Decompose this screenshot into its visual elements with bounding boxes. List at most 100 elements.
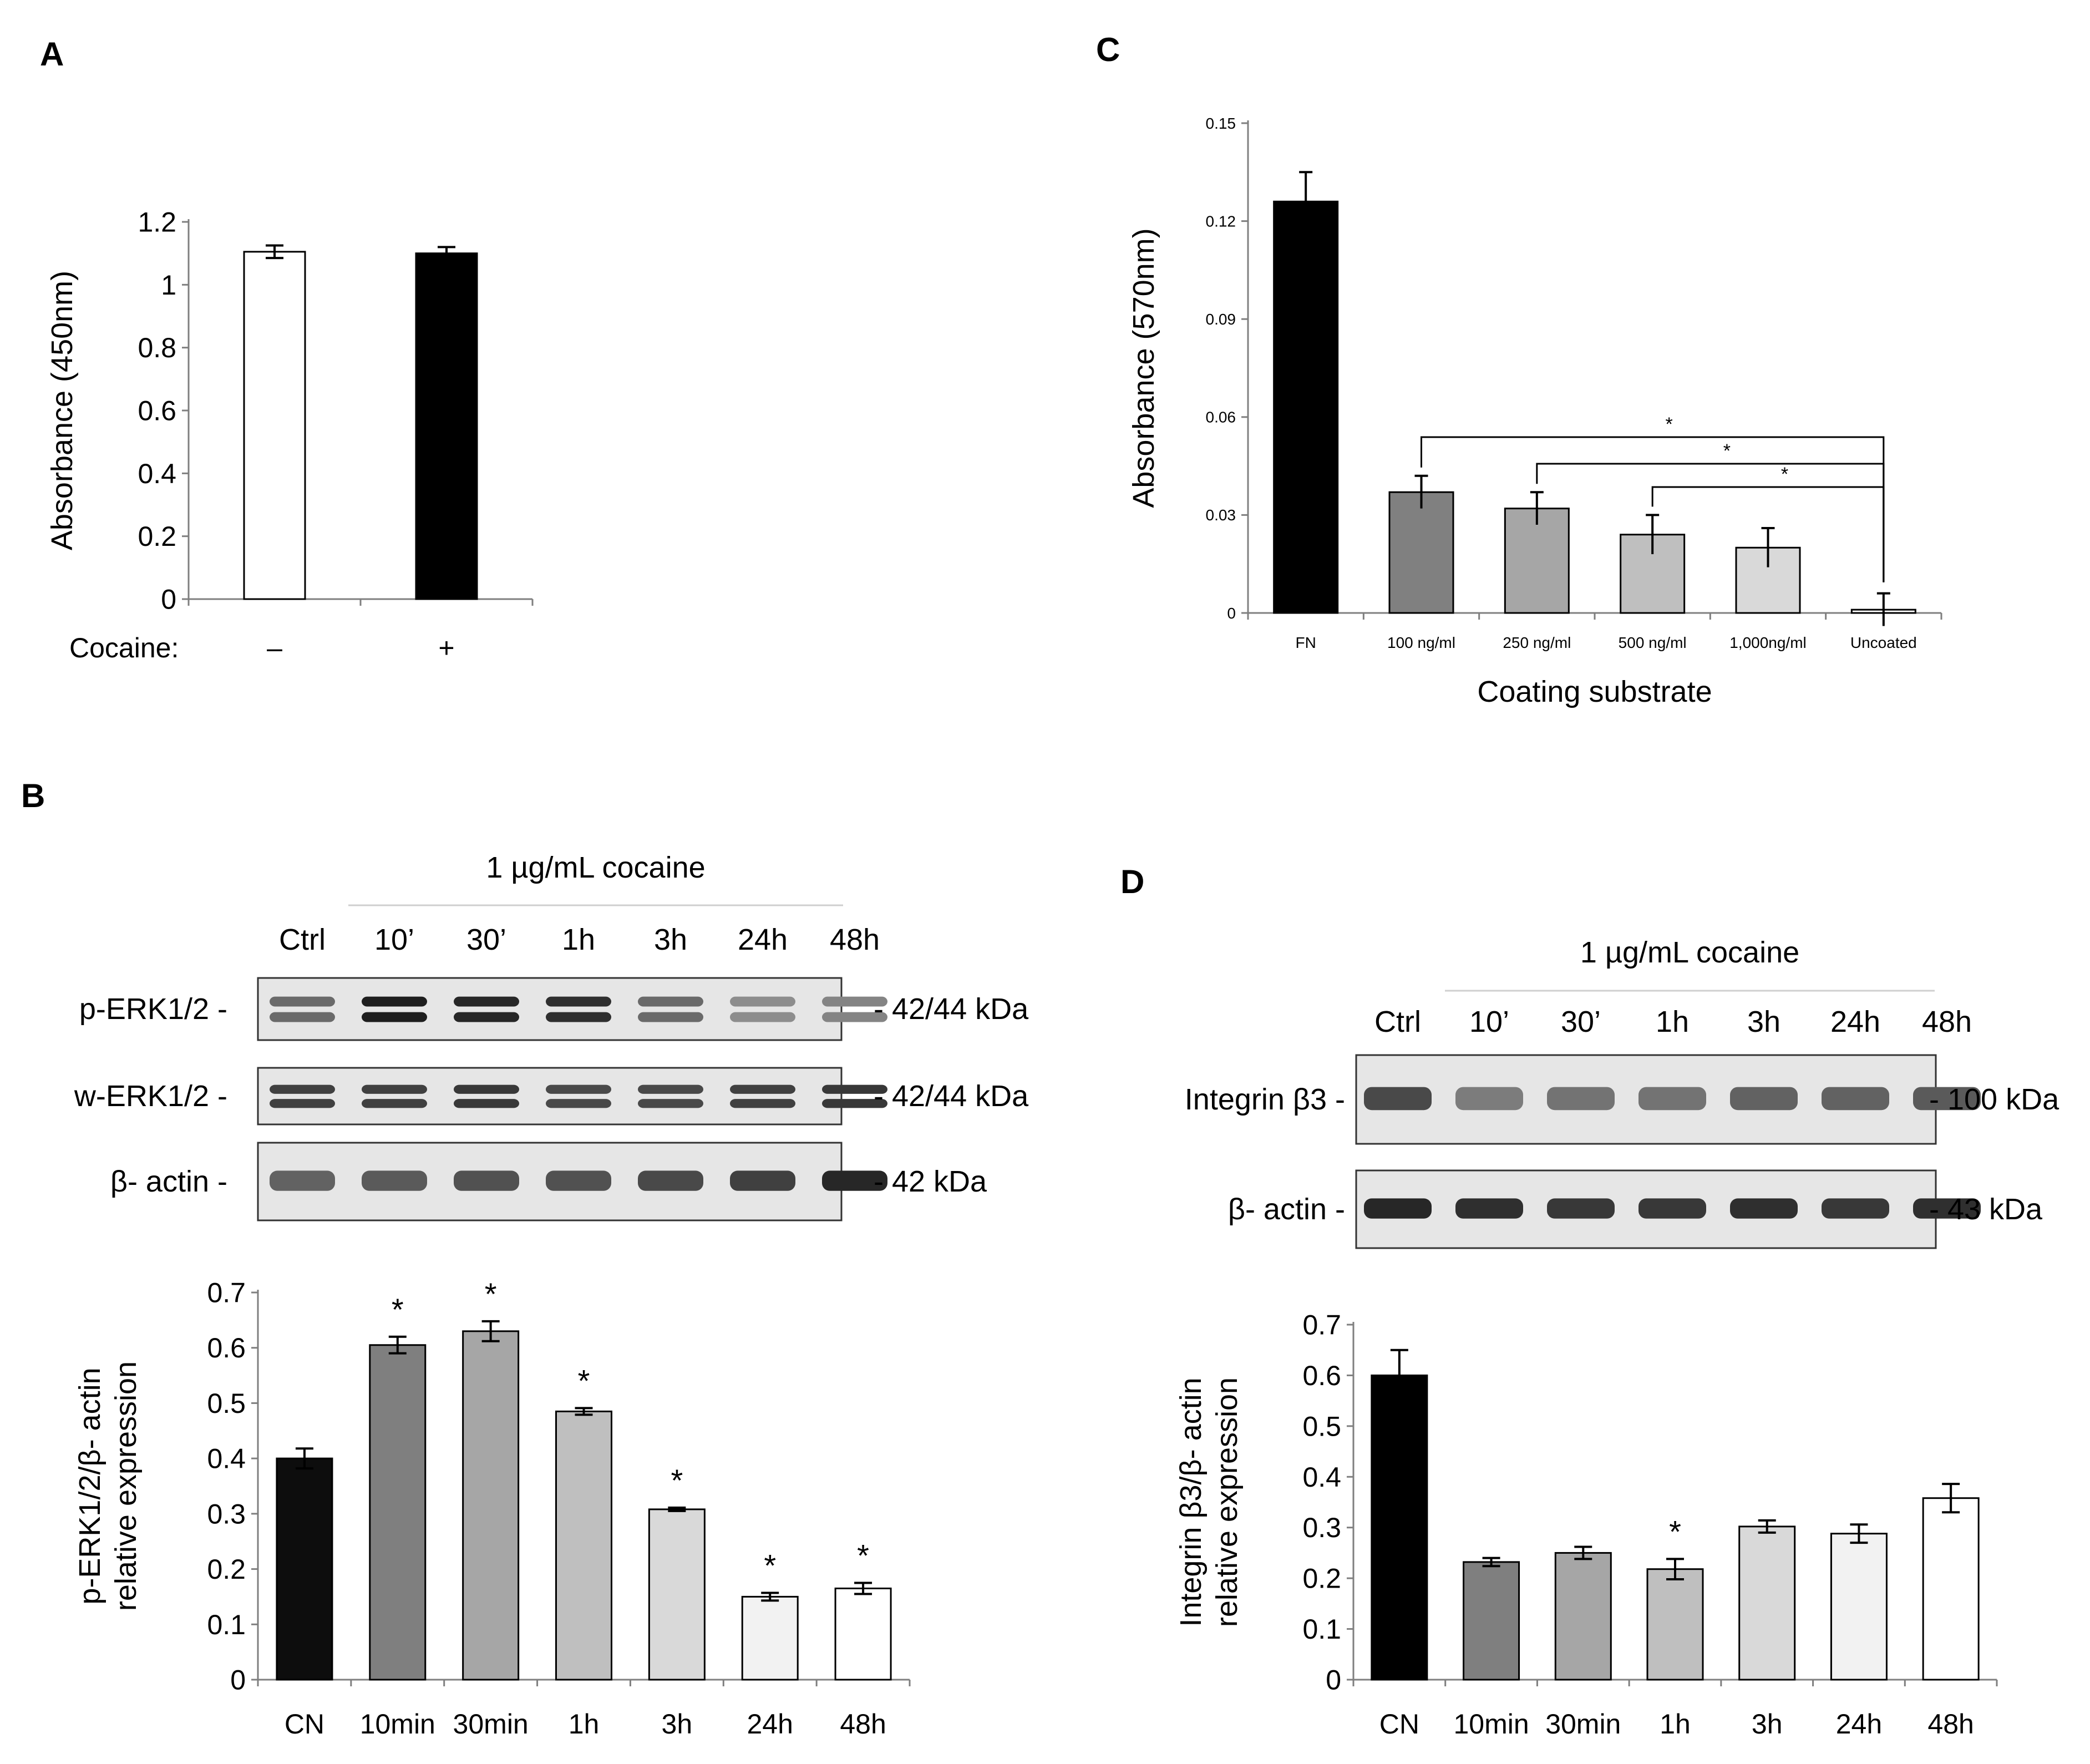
band xyxy=(454,1084,519,1094)
significance-star: * xyxy=(392,1292,404,1327)
significance-star: * xyxy=(485,1276,497,1311)
band xyxy=(270,1012,335,1022)
bar xyxy=(1830,1533,1888,1681)
x-tick-label: 10min xyxy=(360,1709,435,1740)
lane-label: 10’ xyxy=(374,923,414,956)
panel-label-d: D xyxy=(1120,863,1144,900)
treatment-label: 1 µg/mL cocaine xyxy=(1580,936,1799,969)
x-tick-label: FN xyxy=(1296,634,1316,651)
band xyxy=(454,996,519,1007)
x-tick-label: 1h xyxy=(569,1709,600,1740)
band xyxy=(1638,1198,1706,1219)
lane-label: 3h xyxy=(1747,1005,1780,1038)
band xyxy=(1364,1087,1432,1111)
significance-star: * xyxy=(1781,464,1788,485)
bar xyxy=(1554,1552,1612,1681)
y-axis-label: Integrin β3/β- actin xyxy=(1174,1377,1208,1626)
blot-row-label: w-ERK1/2 - xyxy=(74,1079,227,1113)
blot-row-label: Integrin β3 - xyxy=(1185,1083,1345,1116)
x-tick-label: 10min xyxy=(1453,1709,1529,1740)
band xyxy=(546,1170,611,1191)
y-tick-label: 0.5 xyxy=(207,1388,246,1419)
band xyxy=(362,1084,427,1094)
y-tick-label: 0.06 xyxy=(1206,409,1236,426)
y-tick-label: 0.3 xyxy=(207,1498,246,1529)
bar xyxy=(1646,1568,1704,1681)
y-tick-label: 0 xyxy=(161,584,176,615)
band xyxy=(822,1084,887,1094)
x-axis-prefix: Cocaine: xyxy=(69,632,179,663)
panel-label-a: A xyxy=(40,36,64,73)
y-tick-label: 0.4 xyxy=(1302,1462,1341,1493)
band xyxy=(270,996,335,1007)
chart-b: 0 0.1 0.2 0.3 0.4 0.5 0.6 0.7 CN * 10min * 30min * 1h *… xyxy=(73,1276,911,1740)
band xyxy=(546,1099,611,1108)
chart-a: 0 0.2 0.4 0.6 0.8 1 1.2 – + Cocaine: Absorbance (4… xyxy=(45,207,534,663)
band xyxy=(1547,1087,1615,1111)
band xyxy=(822,996,887,1007)
lane-label: 1h xyxy=(1656,1005,1689,1038)
lane-label: 48h xyxy=(1922,1005,1972,1038)
blot-size-label: - 42 kDa xyxy=(874,1165,987,1198)
band xyxy=(730,1099,795,1108)
band xyxy=(1455,1198,1523,1219)
y-tick-label: 0.8 xyxy=(138,332,176,363)
lane-label: Ctrl xyxy=(279,923,326,956)
x-tick-label: 24h xyxy=(747,1709,793,1740)
chart-d: 0 0.1 0.2 0.3 0.4 0.5 0.6 0.7 CN 10min 30min * 1h 3h 2… xyxy=(1174,1310,1998,1740)
blot-b: 1 µg/mL cocaine Ctrl 10’ 30’ 1h 3h 24h 48h p-ERK… xyxy=(74,851,1029,1221)
band xyxy=(362,996,427,1007)
band xyxy=(638,1170,703,1191)
band xyxy=(270,1084,335,1094)
y-tick-label: 0.5 xyxy=(1302,1411,1341,1442)
blot-size-label: - 42/44 kDa xyxy=(874,992,1029,1026)
y-tick-label: 0.15 xyxy=(1206,115,1236,132)
panel-label-b: B xyxy=(21,777,45,814)
x-tick-label: 30min xyxy=(1545,1709,1621,1740)
y-tick-label: 0.4 xyxy=(138,458,176,489)
significance-star: * xyxy=(764,1548,776,1583)
band xyxy=(1638,1087,1706,1111)
band xyxy=(638,996,703,1007)
y-tick-label: 0.09 xyxy=(1206,311,1236,328)
lane-label: 3h xyxy=(654,923,687,956)
band xyxy=(270,1170,335,1191)
y-tick-label: 0.7 xyxy=(1302,1310,1341,1341)
band xyxy=(1822,1198,1889,1219)
y-tick-label: 0.03 xyxy=(1206,506,1236,524)
band xyxy=(1547,1198,1615,1219)
band xyxy=(730,996,795,1007)
y-tick-label: 0.1 xyxy=(207,1609,246,1640)
lane-label: Ctrl xyxy=(1374,1005,1421,1038)
significance-star: * xyxy=(1666,414,1673,435)
bar xyxy=(1273,200,1339,614)
y-axis-label: Absorbance (450nm) xyxy=(45,271,79,550)
y-tick-label: 0.2 xyxy=(138,521,176,552)
significance-bracket xyxy=(1536,463,1885,582)
y-axis-label: relative expression xyxy=(109,1361,143,1611)
band xyxy=(1730,1198,1798,1219)
y-tick-label: 0.6 xyxy=(207,1332,246,1363)
y-tick-label: 1 xyxy=(161,270,176,301)
band xyxy=(1730,1087,1798,1111)
y-tick-label: 0 xyxy=(230,1665,246,1696)
significance-star: * xyxy=(857,1538,869,1573)
y-axis-label: Absorbance (570nm) xyxy=(1127,228,1160,508)
y-tick-label: 0.3 xyxy=(1302,1512,1341,1543)
y-tick-label: 0 xyxy=(1326,1665,1341,1696)
bar xyxy=(1371,1374,1428,1681)
bar xyxy=(276,1457,333,1681)
x-tick-label: 3h xyxy=(1752,1709,1783,1740)
y-tick-label: 1.2 xyxy=(138,207,176,238)
y-tick-label: 0.6 xyxy=(1302,1360,1341,1391)
x-tick-label: 30min xyxy=(453,1709,529,1740)
band xyxy=(362,1170,427,1191)
lane-label: 24h xyxy=(738,923,788,956)
significance-star: * xyxy=(578,1363,590,1398)
blot-d: 1 µg/mL cocaine Ctrl 10’ 30’ 1h 3h 24h 48h Integ… xyxy=(1185,936,2059,1249)
bar xyxy=(1738,1525,1796,1681)
band xyxy=(546,1084,611,1094)
band xyxy=(1364,1198,1432,1219)
x-tick-label: 3h xyxy=(662,1709,693,1740)
